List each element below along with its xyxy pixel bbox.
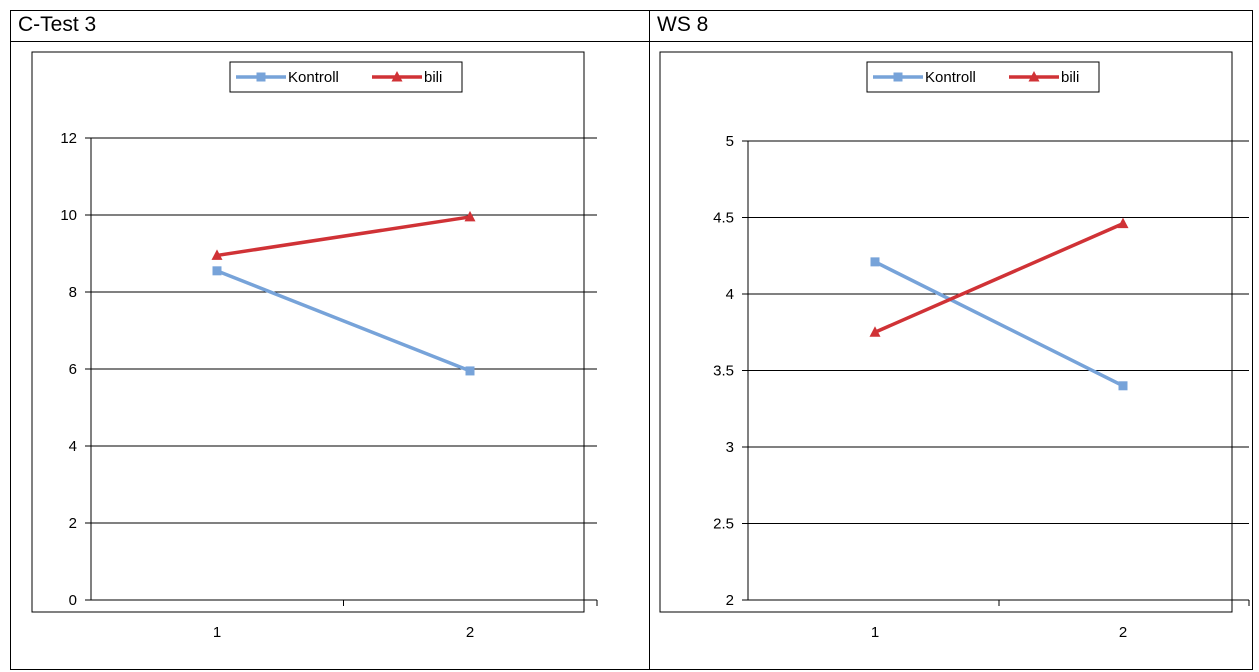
data-point-kontroll [212,266,222,276]
legend-label-bili: bili [424,69,442,86]
cell-divider [649,11,650,669]
y-tick-label: 2 [69,515,77,532]
y-tick-label: 8 [69,284,77,301]
legend-marker-kontroll [256,72,266,82]
title-row [11,11,1252,42]
x-tick-label: 1 [213,624,221,641]
x-tick-label: 2 [466,624,474,641]
figure-table: C-Test 3 WS 8 [10,10,1253,670]
y-tick-label: 0 [69,592,77,609]
y-tick-label: 6 [69,361,77,378]
chart-frame [31,51,585,613]
panel-title-left: C-Test 3 [18,13,97,36]
data-point-kontroll [465,366,475,376]
legend-marker-bili [391,71,403,82]
y-tick-label: 12 [60,130,77,147]
series-line-kontroll [216,269,471,373]
y-tick-label: 4 [69,438,77,455]
y-tick-label: 10 [60,207,77,224]
panel-title-right: WS 8 [657,13,709,36]
series-line-bili [216,215,471,258]
data-point-bili [464,210,476,222]
legend-label-kontroll: Kontroll [288,69,339,86]
data-point-bili [211,249,223,260]
